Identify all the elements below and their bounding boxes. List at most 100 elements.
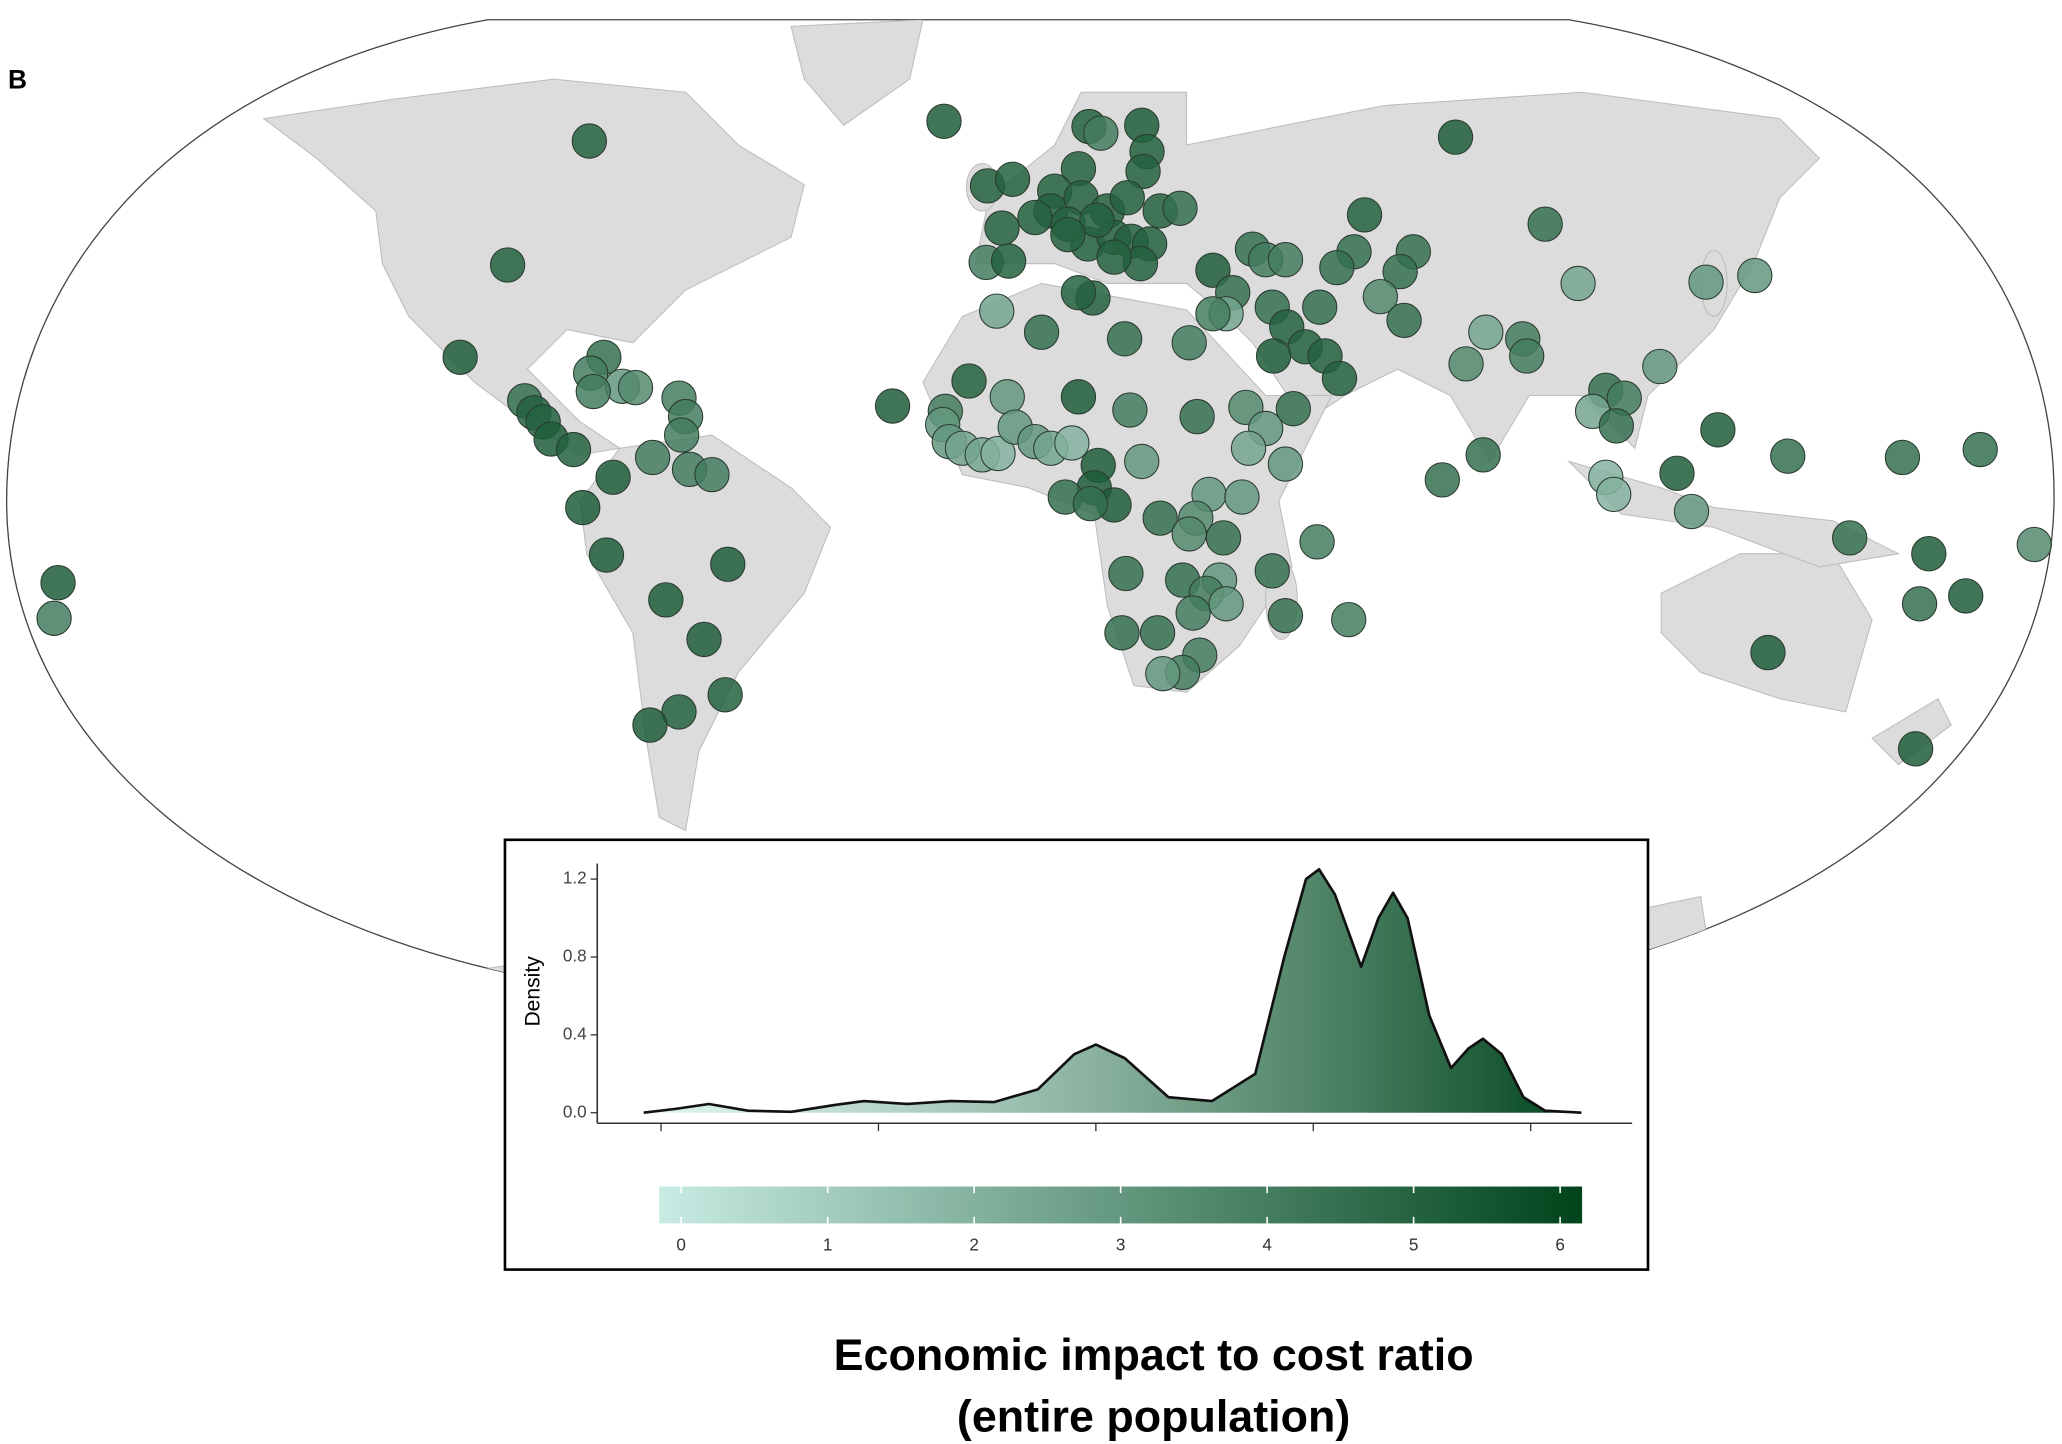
map-marker — [1050, 217, 1086, 253]
map-marker — [1437, 119, 1474, 155]
chart-subtitle: (entire population) — [957, 1392, 1350, 1442]
map-marker — [686, 621, 722, 658]
map-marker — [588, 537, 625, 573]
map-marker — [1424, 462, 1460, 498]
map-marker — [1832, 520, 1868, 556]
map-marker — [1179, 398, 1215, 435]
map-marker — [707, 677, 743, 713]
colorbar-tick-label: 6 — [1555, 1234, 1565, 1254]
map-marker — [1060, 379, 1097, 415]
map-marker — [489, 247, 526, 283]
colorbar-tick-label: 1 — [823, 1234, 833, 1254]
map-marker — [1072, 485, 1108, 522]
map-marker — [648, 582, 684, 618]
map-marker — [1195, 252, 1231, 288]
map-marker — [1321, 360, 1358, 397]
map-marker — [980, 435, 1016, 472]
map-marker — [926, 103, 962, 139]
map-marker — [1079, 202, 1115, 238]
map-marker — [1109, 180, 1145, 216]
y-tick-label: 0.4 — [563, 1023, 587, 1043]
map-marker — [1142, 500, 1178, 536]
map-marker — [874, 388, 911, 424]
map-marker — [555, 431, 592, 468]
colorbar-tick-label: 0 — [676, 1234, 686, 1254]
map-marker — [1267, 446, 1304, 482]
map-marker — [1124, 443, 1160, 480]
map-marker — [1145, 656, 1181, 692]
map-marker — [1104, 615, 1140, 651]
map-marker — [663, 417, 700, 453]
colorbar-tick-label: 2 — [969, 1234, 979, 1254]
y-tick-label: 0.8 — [563, 946, 587, 966]
map-marker — [1139, 615, 1176, 651]
map-marker — [1023, 314, 1060, 350]
map-marker — [617, 369, 654, 406]
map-marker — [710, 546, 746, 582]
map-marker — [1060, 275, 1097, 311]
map-marker — [1108, 555, 1144, 592]
chart-title: Economic impact to cost ratio — [834, 1330, 1474, 1380]
map-marker — [1659, 455, 1695, 491]
map-marker — [1125, 153, 1161, 190]
map-marker — [1267, 598, 1304, 634]
map-marker — [1962, 431, 1998, 468]
map-marker — [661, 694, 697, 730]
map-marker — [989, 379, 1025, 415]
map-marker — [36, 600, 72, 636]
density-line — [643, 868, 1582, 1115]
map-marker — [1948, 578, 1984, 614]
map-marker — [1527, 206, 1563, 242]
map-marker — [1688, 264, 1724, 300]
map-marker — [442, 339, 478, 375]
map-marker — [634, 439, 671, 476]
map-marker — [1598, 408, 1635, 444]
map-marker — [1448, 346, 1484, 382]
map-marker — [632, 707, 668, 743]
map-marker — [1162, 190, 1198, 226]
map-marker — [694, 456, 730, 493]
y-axis-label: Density — [522, 956, 545, 1027]
map-marker — [40, 565, 76, 601]
map-marker — [1901, 586, 1938, 622]
map-marker — [1468, 314, 1504, 350]
map-marker — [1224, 479, 1260, 515]
map-marker — [1331, 601, 1367, 638]
map-marker — [1171, 516, 1207, 552]
map-marker — [1737, 257, 1773, 294]
panel-label: B — [8, 65, 27, 95]
map-marker — [1911, 536, 1947, 572]
map-marker — [1346, 197, 1383, 233]
map-marker — [1750, 634, 1786, 671]
map-points — [36, 103, 2052, 767]
map-marker — [1175, 595, 1211, 631]
map-marker — [1230, 430, 1267, 466]
map-marker — [1884, 439, 1921, 476]
map-marker — [1560, 265, 1596, 302]
map-marker — [1386, 302, 1422, 339]
map-marker — [994, 161, 1031, 197]
map-marker — [1195, 296, 1231, 332]
map-marker — [951, 363, 987, 399]
colorbar-tick-label: 4 — [1262, 1234, 1272, 1254]
map-marker — [1255, 338, 1292, 374]
map-marker — [984, 210, 1020, 246]
map-marker — [1642, 348, 1678, 385]
map-marker — [990, 243, 1027, 279]
map-marker — [1302, 289, 1338, 325]
map-marker — [1770, 438, 1806, 474]
map-marker — [1465, 437, 1501, 473]
map-marker — [1509, 338, 1545, 374]
map-marker — [1096, 239, 1132, 275]
colorbar-tick-label: 5 — [1409, 1234, 1419, 1254]
map-marker — [1054, 425, 1090, 461]
map-marker — [1299, 524, 1335, 560]
map-marker — [1208, 586, 1244, 622]
map-marker — [1254, 553, 1290, 589]
map-marker — [1017, 199, 1053, 236]
map-marker — [1596, 476, 1632, 513]
map-marker — [1673, 493, 1710, 530]
map-marker — [1700, 412, 1736, 448]
map-marker — [571, 123, 608, 159]
